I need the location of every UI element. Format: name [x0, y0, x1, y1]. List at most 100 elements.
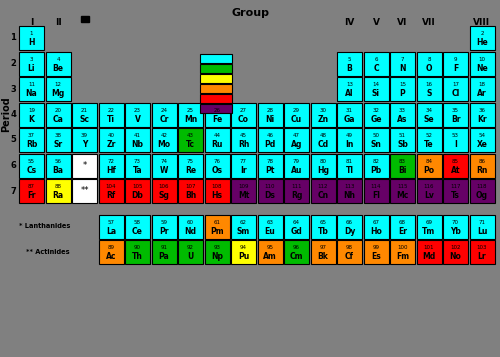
Text: 3: 3 [30, 57, 33, 62]
Text: 63: 63 [266, 220, 274, 225]
Text: Mn: Mn [184, 115, 197, 124]
Bar [310, 102, 336, 126]
Text: Cf: Cf [345, 252, 354, 261]
Bar [443, 179, 468, 203]
Bar [337, 154, 362, 177]
Text: Ac: Ac [106, 252, 116, 261]
Bar [178, 102, 203, 126]
Text: 102: 102 [450, 245, 461, 250]
Text: 113: 113 [344, 185, 355, 190]
Text: Es: Es [371, 252, 381, 261]
Bar [46, 179, 70, 203]
Text: 57: 57 [108, 220, 114, 225]
Text: Period: Period [1, 97, 11, 132]
Text: Mo: Mo [158, 140, 170, 149]
Bar [46, 154, 70, 177]
Text: 19: 19 [28, 108, 35, 113]
Text: 7: 7 [401, 57, 404, 62]
Text: Rh: Rh [238, 140, 249, 149]
Text: 55: 55 [28, 159, 35, 164]
Bar [19, 102, 44, 126]
Bar [200, 54, 232, 62]
Text: 16: 16 [426, 82, 432, 87]
Text: 59: 59 [160, 220, 168, 225]
Text: 109: 109 [238, 185, 249, 190]
Bar [200, 94, 232, 102]
Bar [284, 240, 309, 264]
Bar [258, 154, 282, 177]
Text: 5: 5 [348, 57, 351, 62]
Text: Pu: Pu [238, 252, 249, 261]
Text: Sg: Sg [158, 191, 170, 200]
Text: I: I [30, 18, 33, 27]
Text: 33: 33 [399, 108, 406, 113]
Bar [416, 240, 442, 264]
Bar [98, 240, 124, 264]
Text: At: At [451, 166, 460, 175]
Bar [337, 77, 362, 101]
Text: Pd: Pd [264, 140, 276, 149]
Bar [19, 179, 44, 203]
Text: 2: 2 [480, 31, 484, 36]
Text: Ra: Ra [52, 191, 64, 200]
Text: 61: 61 [214, 220, 220, 225]
Text: 6: 6 [10, 161, 16, 170]
Bar [364, 154, 388, 177]
Text: 90: 90 [134, 245, 141, 250]
Text: 27: 27 [240, 108, 247, 113]
Text: 24: 24 [160, 108, 168, 113]
Text: Og: Og [476, 191, 488, 200]
Bar [125, 215, 150, 238]
Bar [152, 179, 176, 203]
Bar [204, 154, 230, 177]
Bar [416, 154, 442, 177]
Text: 43: 43 [187, 134, 194, 139]
Bar [443, 240, 468, 264]
Bar [337, 102, 362, 126]
Text: * Lanthanides: * Lanthanides [18, 223, 70, 230]
Text: 65: 65 [320, 220, 326, 225]
Bar [443, 77, 468, 101]
Bar [364, 179, 388, 203]
Text: S: S [426, 89, 432, 98]
Bar [204, 102, 230, 126]
Bar [258, 215, 282, 238]
Text: 100: 100 [397, 245, 408, 250]
Text: Db: Db [132, 191, 143, 200]
Text: VII: VII [422, 18, 436, 27]
Text: 56: 56 [54, 159, 62, 164]
Text: Cr: Cr [160, 115, 168, 124]
Text: 17: 17 [452, 82, 459, 87]
Text: 66: 66 [346, 220, 353, 225]
Text: Fl: Fl [372, 191, 380, 200]
Bar [200, 84, 232, 92]
Bar [470, 128, 494, 152]
Text: Nh: Nh [344, 191, 355, 200]
Bar [178, 179, 203, 203]
Text: 1: 1 [10, 34, 16, 42]
Text: 20: 20 [54, 108, 62, 113]
Bar [231, 128, 256, 152]
Text: II: II [54, 18, 62, 27]
Bar [470, 154, 494, 177]
Text: P: P [400, 89, 406, 98]
Text: Pb: Pb [370, 166, 382, 175]
Text: N: N [399, 64, 406, 73]
Text: La: La [106, 227, 116, 236]
Bar [231, 179, 256, 203]
Text: 22: 22 [108, 108, 114, 113]
Text: Am: Am [263, 252, 277, 261]
Text: 53: 53 [452, 134, 459, 139]
Bar [46, 128, 70, 152]
Bar [46, 51, 70, 75]
Text: Br: Br [451, 115, 460, 124]
Bar [390, 179, 415, 203]
Bar [200, 64, 232, 72]
Bar [416, 102, 442, 126]
Text: 75: 75 [187, 159, 194, 164]
Text: 44: 44 [214, 134, 220, 139]
Bar [443, 102, 468, 126]
Bar [125, 128, 150, 152]
Bar [470, 77, 494, 101]
Bar [390, 154, 415, 177]
